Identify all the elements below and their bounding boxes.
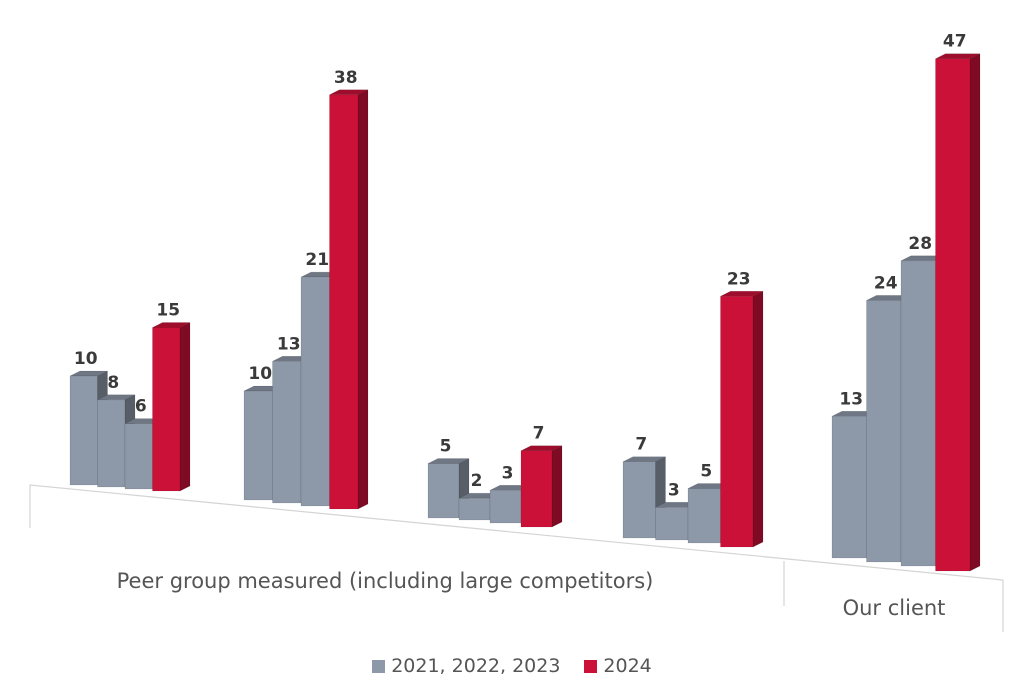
bar-front	[687, 488, 721, 544]
bar-front	[458, 497, 491, 521]
value-label: 8	[107, 373, 119, 393]
category-label-peer-group: Peer group measured (including large com…	[117, 569, 654, 593]
bar-front	[720, 295, 754, 548]
bar-front	[97, 399, 126, 488]
category-label-our-client: Our client	[843, 596, 946, 620]
value-label: 5	[440, 437, 452, 457]
bar-front	[935, 58, 971, 572]
bar-2024	[152, 322, 191, 492]
bar-front	[520, 450, 553, 528]
bar-front	[489, 489, 522, 524]
bar-side	[969, 53, 981, 572]
legend-item-2021-2023: 2021, 2022, 2023	[372, 655, 560, 677]
value-label: 5	[700, 462, 712, 482]
value-label: 15	[156, 301, 180, 321]
value-label: 23	[727, 269, 751, 289]
legend-item-2024: 2024	[584, 655, 652, 677]
floor-outline	[29, 484, 1004, 632]
bar-front	[152, 327, 181, 492]
value-label: 47	[943, 32, 967, 52]
value-label: 10	[74, 349, 98, 369]
bar-2024	[520, 445, 563, 528]
legend-swatch-icon	[372, 659, 386, 673]
bar-front	[272, 360, 302, 504]
bar-side	[357, 89, 369, 510]
value-label: 28	[908, 234, 932, 254]
bar-front	[69, 375, 98, 486]
bar-front	[124, 423, 153, 490]
value-label: 13	[277, 334, 301, 354]
bar-front	[866, 300, 902, 563]
bar-front	[831, 415, 867, 559]
legend: 2021, 2022, 2023 2024	[0, 655, 1024, 677]
bars-layer	[69, 53, 981, 572]
bar-front	[900, 260, 936, 567]
value-label: 7	[533, 424, 545, 444]
chart-floor	[29, 484, 1004, 632]
legend-label: 2021, 2022, 2023	[391, 655, 561, 677]
bar-front	[655, 506, 689, 541]
value-label: 13	[839, 389, 863, 409]
legend-label: 2024	[603, 655, 652, 677]
value-label: 21	[305, 250, 329, 270]
bar-2024	[329, 89, 369, 510]
bar-front	[427, 463, 460, 519]
value-label: 3	[502, 463, 514, 483]
value-label: 7	[635, 435, 647, 455]
bar-side	[752, 290, 764, 548]
bar-front	[300, 276, 330, 507]
bar-front	[622, 461, 656, 539]
bar-front	[243, 390, 273, 501]
bar-front	[329, 94, 359, 510]
bar-side	[551, 445, 563, 528]
value-label: 38	[334, 68, 358, 88]
bar-2024	[720, 290, 764, 548]
value-label: 3	[668, 480, 680, 500]
bar-side	[179, 322, 191, 492]
legend-swatch-icon	[584, 659, 598, 673]
bar-2024	[935, 53, 981, 572]
value-label: 10	[248, 364, 272, 384]
value-label: 2	[471, 471, 483, 491]
value-label: 6	[135, 397, 147, 417]
value-label: 24	[874, 273, 898, 293]
